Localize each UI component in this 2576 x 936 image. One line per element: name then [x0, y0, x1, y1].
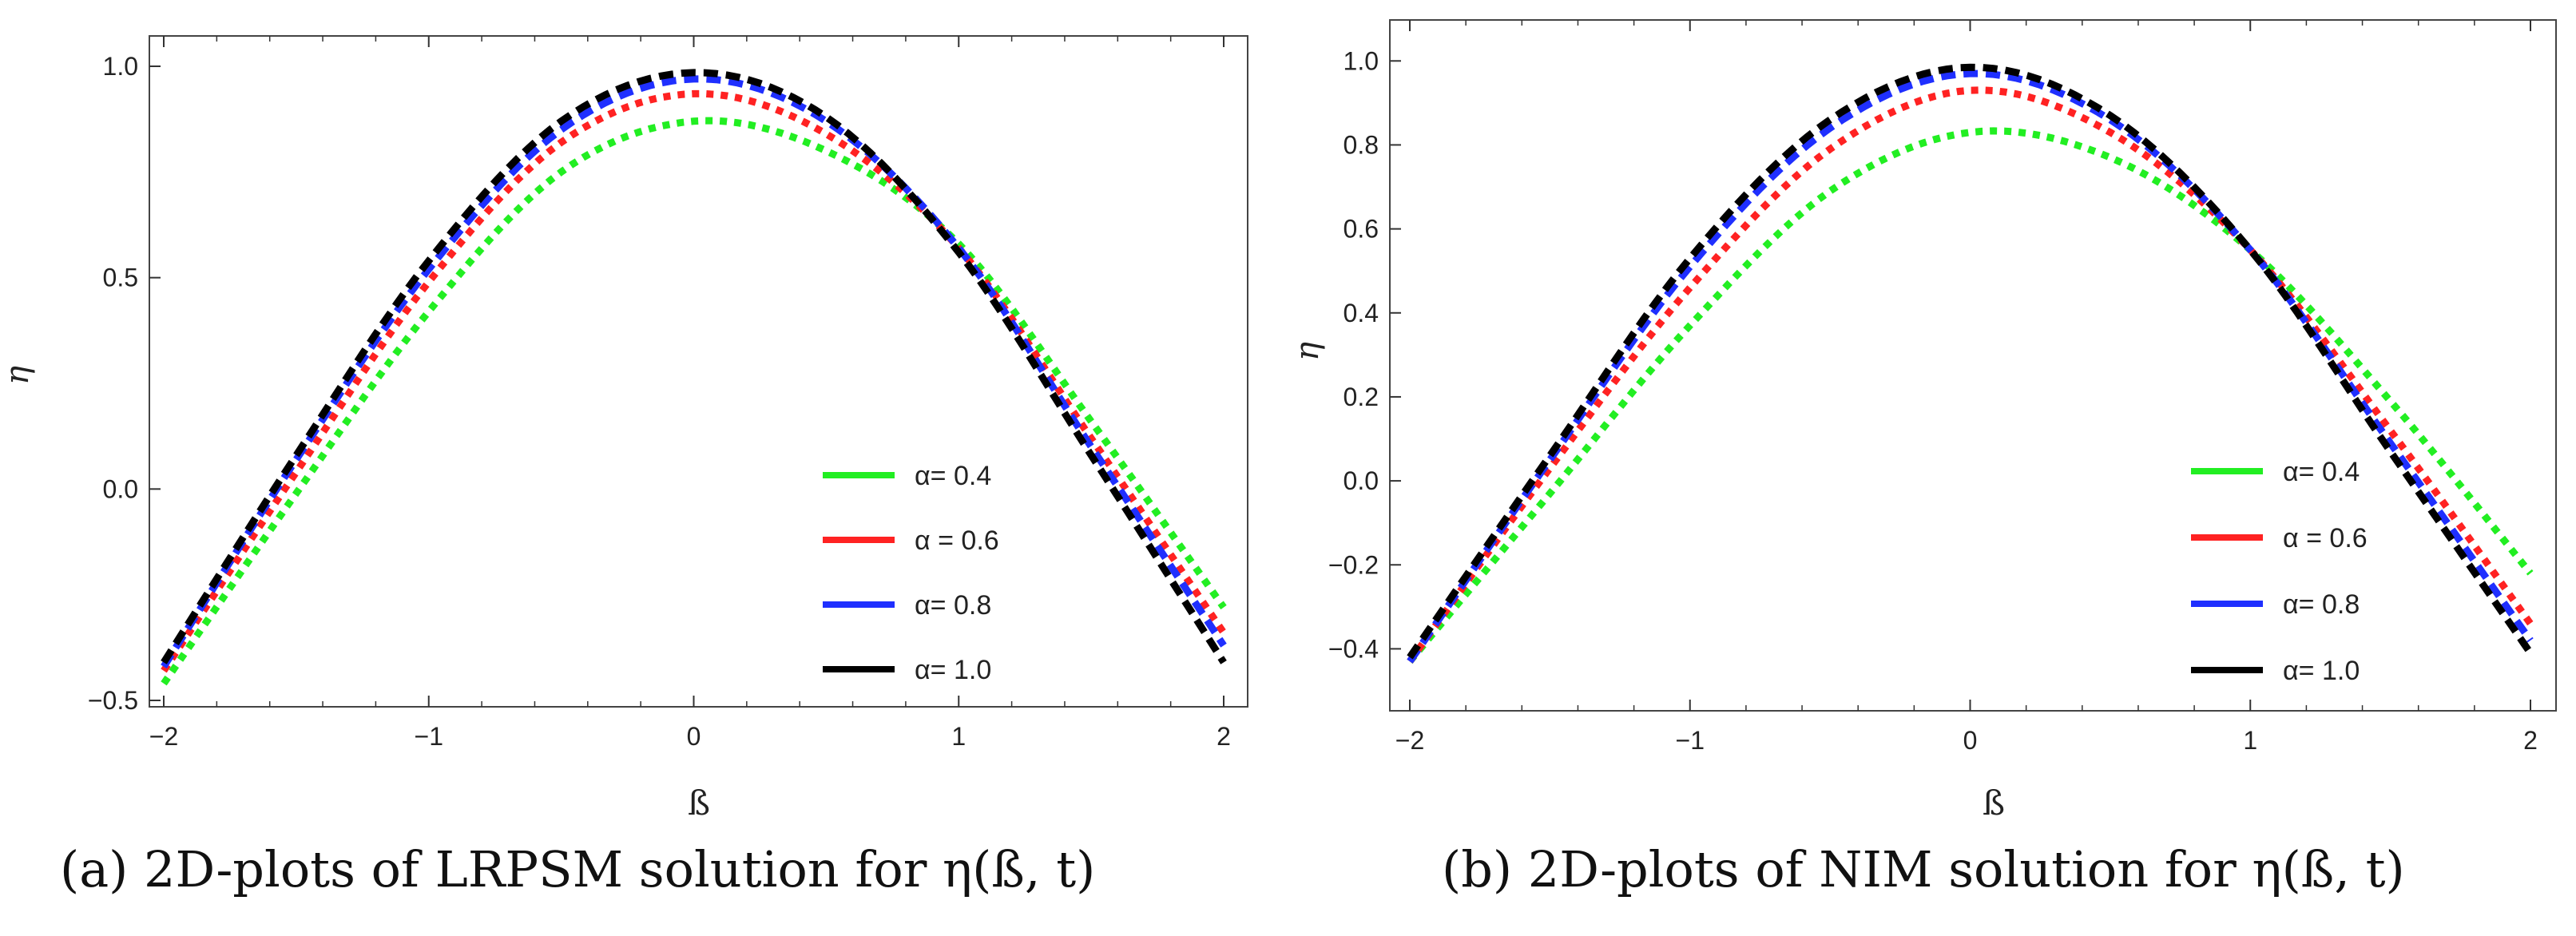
x-tick-label: 2: [2523, 726, 2538, 755]
series-layer: [1407, 63, 2534, 664]
caption-b: (b) 2D-plots of NIM solution for η(ß, t): [1442, 840, 2405, 898]
y-tick-label: 1.0: [1344, 46, 1379, 75]
legend-label: α= 1.0: [915, 655, 991, 685]
series-line-red: [161, 89, 1227, 673]
series-line-black: [161, 69, 1227, 664]
legend: α= 0.4 α = 0.6 α= 0.8 α= 1.0: [823, 461, 999, 685]
x-tick-label: −2: [149, 722, 178, 751]
legend-label: α= 0.4: [915, 461, 991, 491]
x-tick-label: 0: [687, 722, 701, 751]
x-tick-label: −1: [1676, 726, 1705, 755]
panel-a: −2 −1 0 1 2 −0.5 0.0 0.5 1.0 α= 0.4 α = 0.6 α= 0.8…: [0, 35, 1248, 898]
y-tick-label: 0.4: [1344, 299, 1379, 327]
y-tick-label: 0.0: [1344, 466, 1379, 495]
x-tick-label: 2: [1217, 722, 1231, 751]
y-axis-label: η: [0, 366, 36, 385]
plot-frame: [149, 35, 1248, 708]
legend-label: α = 0.6: [915, 526, 999, 556]
series-line-green: [161, 117, 1227, 686]
legend-label: α= 1.0: [2283, 656, 2360, 686]
x-tick-label: 1: [2243, 726, 2257, 755]
series-line-blue: [161, 75, 1227, 669]
x-tick-label: −2: [1395, 726, 1424, 755]
legend-label: α = 0.6: [2283, 523, 2368, 553]
series-line-black: [1407, 63, 2534, 660]
y-tick-label: 0.2: [1344, 383, 1379, 411]
y-tick-label: 0.5: [103, 264, 138, 292]
series-line-blue: [1407, 69, 2534, 664]
x-axis-label: ß: [688, 783, 710, 823]
series-line-red: [1407, 86, 2534, 664]
y-tick-label: 0.8: [1344, 130, 1379, 159]
axis-ticks: −2 −1 0 1 2 −0.5 0.0 0.5 1.0: [88, 36, 1231, 751]
y-tick-label: −0.2: [1328, 550, 1379, 579]
y-tick-label: −0.4: [1328, 634, 1379, 663]
y-tick-label: 0.6: [1344, 215, 1379, 244]
y-axis-label: η: [1289, 342, 1326, 361]
y-tick-label: 0.0: [103, 474, 138, 503]
panel-b: −2 −1 0 1 2 −0.4 −0.2 0.0 0.2 0.4 0.6 0.8 1.0 α= 0.4…: [1289, 19, 2557, 898]
x-tick-label: 0: [1963, 726, 1978, 755]
caption-a: (a) 2D-plots of LRPSM solution for η(ß, …: [60, 840, 1095, 898]
y-tick-label: −0.5: [88, 686, 138, 715]
y-tick-label: 1.0: [103, 52, 138, 81]
series-layer: [161, 69, 1227, 686]
legend-label: α= 0.8: [915, 590, 991, 621]
axis-ticks: −2 −1 0 1 2 −0.4 −0.2 0.0 0.2 0.4 0.6 0.8 1.0: [1328, 20, 2538, 755]
x-tick-label: −1: [415, 722, 443, 751]
plot-frame: [1389, 19, 2557, 712]
series-line-green: [1407, 127, 2534, 664]
x-axis-label: ß: [1983, 783, 2005, 823]
legend-label: α= 0.8: [2283, 589, 2360, 620]
x-tick-label: 1: [951, 722, 966, 751]
legend: α= 0.4 α = 0.6 α= 0.8 α= 1.0: [2191, 457, 2368, 686]
legend-label: α= 0.4: [2283, 457, 2360, 487]
